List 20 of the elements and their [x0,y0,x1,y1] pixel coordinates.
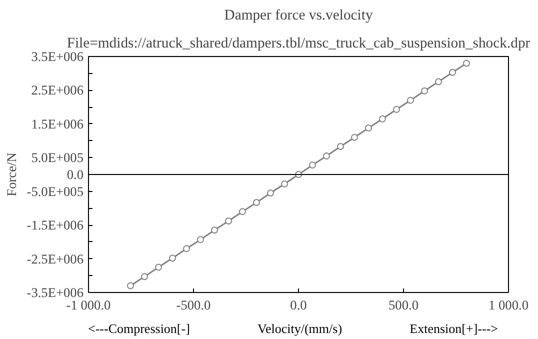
chart-title: Damper force vs.velocity [224,8,374,24]
y-tick-label: 1.5E+006 [31,116,84,132]
x-tick-label: -1 000.0 [66,298,112,312]
chart-subtitle: File=mdids://atruck_shared/dampers.tbl/msc_truck_cab_suspension_shock.dpr [66,36,530,52]
y-tick-label: 3.5E+006 [31,49,84,64]
y-axis-title: Force/N [4,152,19,196]
y-tick-label: -3.5E+006 [26,285,84,300]
x-tick-label: 1 000.0 [488,298,529,312]
y-tick-label: 0.0 [66,167,84,182]
y-tick-label: -1.5E+006 [26,218,84,233]
x-axis-title: Velocity/(mm/s) [258,320,342,338]
y-tick-label: -5.0E+005 [26,184,84,199]
y-tick-label: 2.5E+006 [31,82,84,98]
text: <---Compression[-] [88,320,190,338]
x-tick-label: 0.0 [290,298,308,312]
text: Extension[+]---> [410,320,498,338]
y-tick-label: 5.0E+005 [31,150,84,166]
y-tick-label: -2.5E+006 [26,251,84,266]
x-tick-label: 500.0 [388,298,419,312]
x-tick-label: -500.0 [176,298,212,312]
